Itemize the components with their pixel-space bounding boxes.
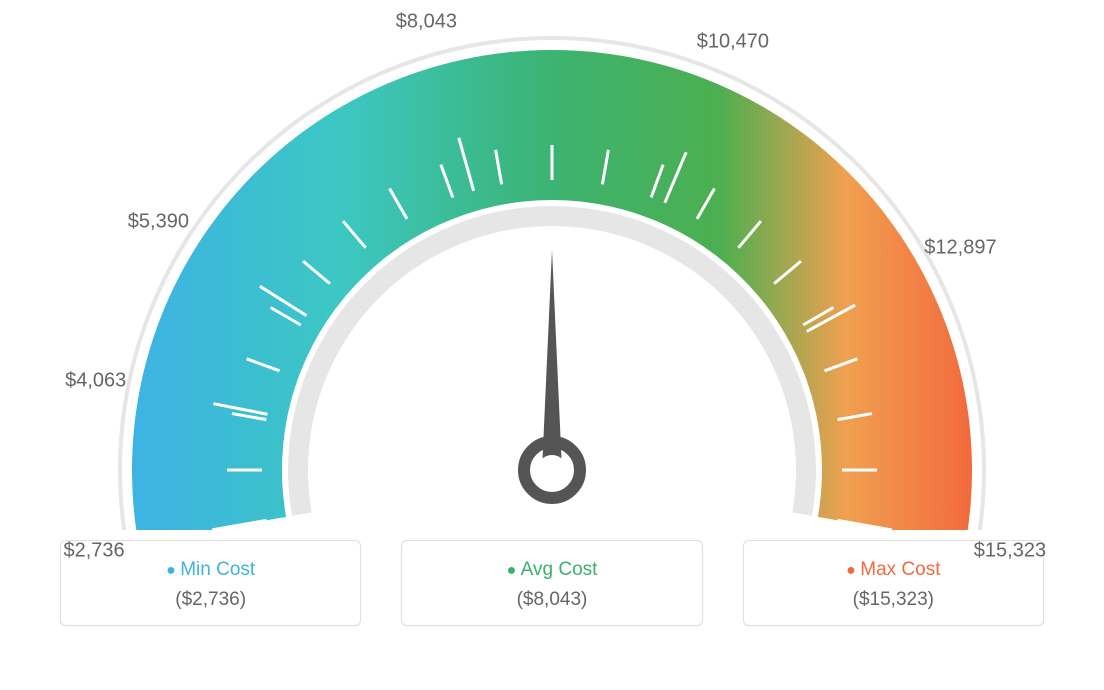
gauge-chart: $2,736$4,063$5,390$8,043$10,470$12,897$1… <box>0 0 1104 530</box>
gauge-tick-label: $12,897 <box>924 236 996 259</box>
legend-min-value: ($2,736) <box>71 589 350 611</box>
legend-min-title: Min Cost <box>71 559 350 581</box>
legend-max-title: Max Cost <box>754 559 1033 581</box>
legend-avg-title: Avg Cost <box>412 559 691 581</box>
gauge-tick-label: $4,063 <box>65 369 126 392</box>
legend-avg-value: ($8,043) <box>412 589 691 611</box>
gauge-tick-label: $2,736 <box>63 539 124 562</box>
gauge-tick-label: $5,390 <box>128 211 189 234</box>
legend-card-avg: Avg Cost ($8,043) <box>401 540 702 626</box>
gauge-tick-label: $10,470 <box>697 30 769 53</box>
gauge-svg <box>0 0 1104 530</box>
gauge-tick-label: $8,043 <box>396 11 457 34</box>
legend-max-value: ($15,323) <box>754 589 1033 611</box>
legend-row: Min Cost ($2,736) Avg Cost ($8,043) Max … <box>0 540 1104 626</box>
gauge-tick-label: $15,323 <box>974 539 1046 562</box>
